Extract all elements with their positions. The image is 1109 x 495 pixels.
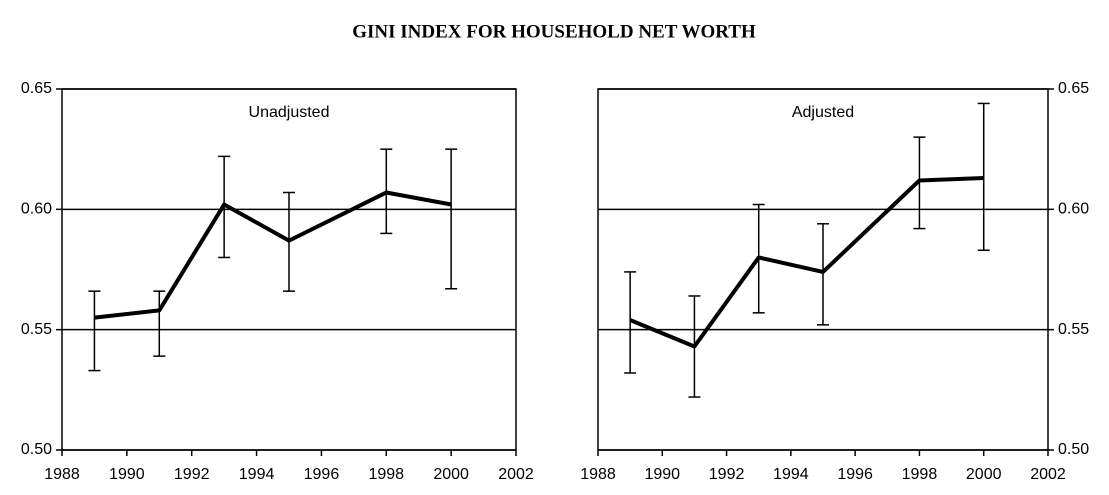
- x-tick-label: 1994: [239, 466, 275, 483]
- error-bar: [445, 148, 458, 290]
- y-tick-label: 0.55: [21, 321, 52, 338]
- x-tick-label: 1994: [773, 466, 809, 483]
- y-tick-label: 0.55: [1058, 321, 1089, 338]
- x-tick-label: 1996: [304, 466, 340, 483]
- y-tick-label: 0.65: [21, 80, 52, 97]
- x-tick-label: 1998: [368, 466, 404, 483]
- y-tick-label: 0.50: [1058, 441, 1089, 458]
- data-line: [629, 176, 984, 349]
- x-tick-label: 1990: [644, 466, 680, 483]
- x-tick-label: 2000: [966, 466, 1002, 483]
- x-tick-label: 1992: [709, 466, 745, 483]
- x-tick-label: 1988: [580, 466, 616, 483]
- y-tick-label: 0.65: [1058, 80, 1089, 97]
- x-tick-label: 2002: [498, 466, 534, 483]
- error-bar: [977, 102, 990, 251]
- x-tick-label: 1998: [902, 466, 938, 483]
- x-tick-label: 1996: [837, 466, 873, 483]
- x-tick-label: 1990: [109, 466, 145, 483]
- x-tick-label: 1992: [174, 466, 210, 483]
- panel: 0.50 0.55 0.60 0.65 1988 1990 1992 1994 1996 1998…: [21, 80, 534, 483]
- error-bar: [817, 223, 829, 326]
- error-bar: [153, 290, 166, 357]
- x-tick-label: 2000: [433, 466, 469, 483]
- plot-frame: [597, 88, 1049, 451]
- y-tick-label: 0.50: [21, 441, 52, 458]
- panel: 0.50 0.55 0.60 0.65 1988 1990 1992 1994 1996 1998…: [580, 80, 1089, 483]
- panel-label: Adjusted: [792, 104, 854, 121]
- data-line: [94, 190, 452, 320]
- x-tick-label: 2002: [1030, 466, 1066, 483]
- error-bar: [624, 271, 637, 374]
- y-tick-label: 0.60: [1058, 201, 1089, 218]
- error-bar: [88, 290, 101, 372]
- page-title: GINI INDEX FOR HOUSEHOLD NET WORTH: [352, 21, 756, 42]
- plot-frame: [61, 88, 517, 451]
- panel-label: Unadjusted: [249, 104, 330, 121]
- x-tick-label: 1988: [44, 466, 80, 483]
- y-tick-label: 0.60: [21, 201, 52, 218]
